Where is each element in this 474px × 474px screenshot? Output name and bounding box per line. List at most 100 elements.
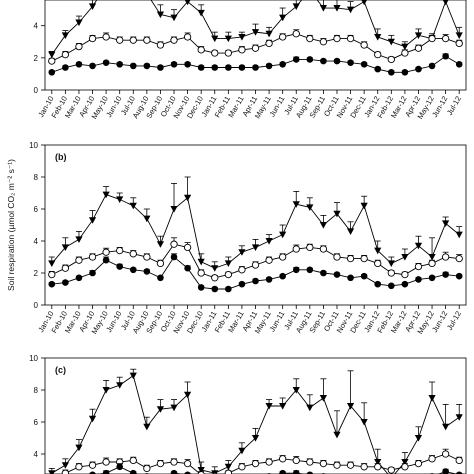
- data-point: [143, 253, 151, 261]
- data-point: [129, 266, 137, 274]
- y-tick-label: 4: [34, 22, 39, 31]
- data-point: [143, 268, 151, 275]
- panel: 4 6 8 10 (c): [29, 354, 467, 474]
- data-point: [48, 51, 56, 59]
- panel: 0246810Jan-10Feb-10Mar-10Apr-10May-10Jun…: [6, 141, 467, 336]
- y-tick-label: 0: [34, 301, 39, 310]
- data-point: [88, 217, 97, 224]
- data-point: [61, 462, 69, 469]
- data-point: [170, 253, 178, 261]
- data-point: [143, 36, 151, 44]
- data-point: [279, 33, 287, 41]
- data-point: [428, 274, 436, 282]
- data-point: [319, 459, 328, 468]
- data-point: [414, 459, 423, 468]
- data-point: [75, 236, 83, 243]
- data-point: [455, 32, 463, 39]
- data-point: [129, 372, 137, 380]
- data-point: [238, 280, 246, 288]
- error-bar: [361, 402, 368, 422]
- data-point: [442, 468, 449, 474]
- x-tick-label: Jul-12: [445, 95, 463, 117]
- data-point: [170, 469, 178, 474]
- data-point: [347, 59, 354, 66]
- data-point: [292, 469, 300, 474]
- data-point: [116, 463, 123, 471]
- data-point: [401, 49, 409, 57]
- data-point: [238, 64, 246, 71]
- y-tick-label: 2: [34, 269, 39, 278]
- data-point: [251, 435, 260, 442]
- data-point: [62, 64, 69, 71]
- data-point: [414, 242, 423, 250]
- data-point: [156, 406, 165, 413]
- data-point: [456, 471, 463, 474]
- data-point: [129, 36, 137, 44]
- data-point: [143, 423, 151, 431]
- data-point: [156, 459, 165, 468]
- data-point: [442, 423, 450, 431]
- data-point: [360, 41, 368, 49]
- data-point: [251, 261, 260, 269]
- data-point: [48, 280, 56, 288]
- data-point: [224, 260, 232, 267]
- data-point: [333, 461, 341, 469]
- data-point: [238, 463, 246, 471]
- data-point: [387, 38, 395, 46]
- data-point: [361, 0, 367, 6]
- data-point: [238, 249, 246, 256]
- data-point: [306, 243, 314, 252]
- data-point: [319, 245, 328, 253]
- data-point: [61, 244, 69, 251]
- data-point: [333, 34, 341, 43]
- data-point: [333, 271, 341, 278]
- data-point: [88, 415, 97, 423]
- data-point: [183, 243, 192, 252]
- data-point: [61, 264, 70, 272]
- data-point: [170, 206, 178, 213]
- data-point: [374, 280, 382, 288]
- y-axis-title: Soil respiration (µmol CO₂ m⁻² s⁻¹): [6, 159, 16, 291]
- data-point: [346, 403, 355, 410]
- plot-area: [48, 368, 463, 474]
- data-point: [415, 65, 422, 73]
- data-point: [455, 414, 463, 421]
- x-tick-label: Jul-12: [445, 310, 463, 332]
- data-point: [360, 419, 368, 426]
- data-point: [428, 259, 436, 268]
- data-point: [265, 276, 273, 283]
- data-point: [238, 266, 246, 274]
- data-point: [455, 39, 463, 48]
- data-point: [401, 43, 409, 51]
- data-point: [455, 254, 463, 263]
- data-point: [306, 56, 314, 63]
- data-point: [401, 69, 409, 76]
- data-point: [333, 431, 341, 439]
- data-point: [238, 46, 246, 54]
- error-bar: [442, 403, 449, 427]
- data-point: [197, 269, 205, 277]
- data-point: [279, 403, 287, 410]
- data-point: [360, 463, 368, 471]
- data-point: [455, 456, 463, 465]
- data-point: [102, 256, 110, 264]
- panel: 024Jan-10Feb-10Mar-10Apr-10May-10Jun-10J…: [34, 0, 467, 121]
- data-point: [292, 30, 300, 38]
- data-point: [102, 458, 110, 466]
- data-point: [414, 262, 423, 271]
- data-point: [75, 444, 83, 452]
- data-point: [61, 32, 69, 39]
- data-point: [225, 285, 232, 293]
- y-tick-label: 10: [29, 354, 38, 363]
- data-point: [116, 196, 124, 203]
- data-point: [156, 11, 165, 19]
- data-point: [292, 56, 300, 63]
- data-point: [346, 6, 355, 14]
- data-point: [224, 469, 232, 474]
- data-point: [251, 29, 260, 36]
- data-point: [320, 269, 327, 277]
- data-point: [265, 256, 273, 264]
- error-bar: [347, 370, 354, 406]
- panel-label: (c): [55, 365, 66, 375]
